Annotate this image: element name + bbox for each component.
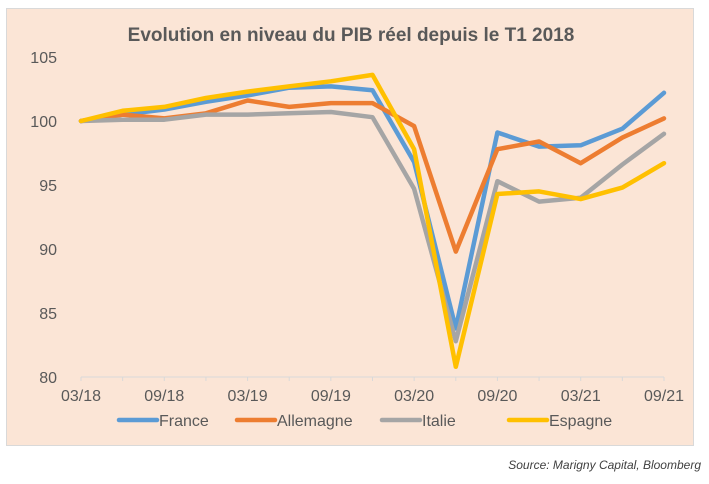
x-tick-label: 09/21 (644, 388, 684, 405)
series-line-france (78, 84, 667, 331)
y-tick-label: 95 (39, 178, 57, 195)
x-tick-label: 03/18 (61, 388, 101, 405)
x-tick-label: 09/18 (144, 388, 184, 405)
y-tick-label: 90 (39, 242, 57, 259)
legend-label-espagne: Espagne (549, 413, 612, 430)
x-axis: 03/18 09/18 03/19 09/19 03/20 09/20 03/21 09/21 (61, 376, 684, 405)
x-tick-label: 03/20 (394, 388, 434, 405)
x-tick-label: 09/20 (477, 388, 517, 405)
y-tick-label: 85 (39, 306, 57, 323)
legend-label-italie: Italie (422, 413, 456, 430)
x-tick-label: 09/19 (311, 388, 351, 405)
series-line-allemagne (78, 98, 667, 254)
legend-label-france: France (159, 413, 209, 430)
legend: France Allemagne Italie Espagne (116, 413, 612, 430)
x-tick-label: 03/21 (561, 388, 601, 405)
source-note: Source: Marigny Capital, Bloomberg (508, 458, 701, 472)
chart-area: Evolution en niveau du PIB réel depuis l… (6, 8, 694, 446)
y-axis: 80 85 90 95 100 105 (30, 50, 57, 387)
series-line-espagne (78, 72, 667, 370)
plot-lines (78, 72, 667, 370)
y-tick-label: 105 (30, 50, 57, 67)
y-tick-label: 80 (39, 370, 57, 387)
series-line-italie (78, 109, 667, 344)
chart-title: Evolution en niveau du PIB réel depuis l… (128, 25, 575, 46)
y-tick-label: 100 (30, 114, 57, 131)
legend-label-allemagne: Allemagne (277, 413, 353, 430)
x-tick-label: 03/19 (228, 388, 268, 405)
line-chart: Evolution en niveau du PIB réel depuis l… (30, 25, 684, 430)
